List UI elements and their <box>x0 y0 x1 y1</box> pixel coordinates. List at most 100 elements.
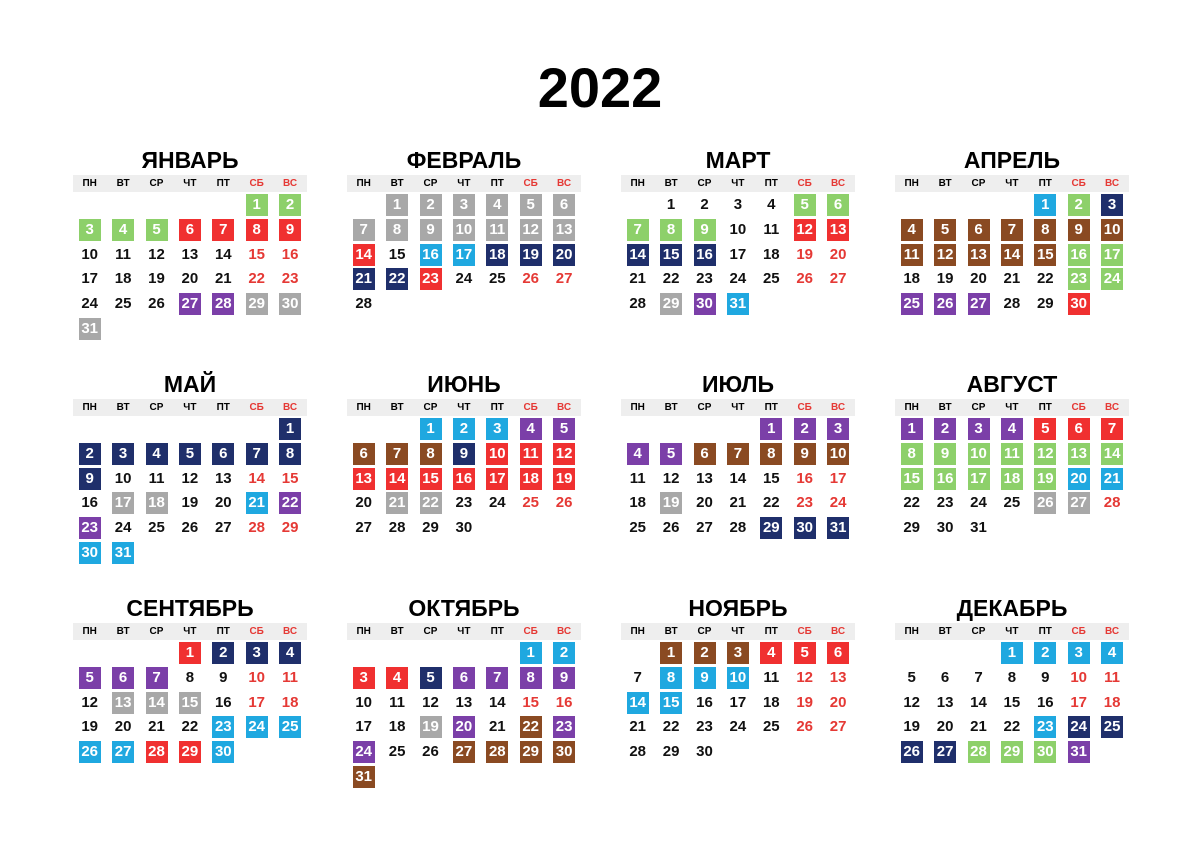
weekday-label: ВТ <box>390 178 404 189</box>
day-cell: 3 <box>78 218 101 241</box>
day-cell: 25 <box>762 270 780 288</box>
weekday-label: ПТ <box>1038 402 1052 413</box>
day-cell: 4 <box>279 642 302 664</box>
day-cell: 18 <box>1103 693 1121 711</box>
weekday-label: СБ <box>1071 626 1086 637</box>
day-cell: 6 <box>352 442 375 465</box>
day-cell: 24 <box>1101 268 1124 291</box>
days-grid: 1 2 3 4 5 6 7 8 9 10 11 12 13 14 15 16 17 18 19 20 21 22 23 24 2… <box>621 642 855 792</box>
day-cell: 21 <box>1003 270 1021 288</box>
day-cell: 24 <box>245 716 268 739</box>
weekday-label: СР <box>149 402 164 413</box>
day-cell: 27 <box>1067 492 1090 515</box>
day-cell: 21 <box>386 492 409 515</box>
day-cell: 28 <box>212 293 235 316</box>
weekday-label: СР <box>971 402 986 413</box>
weekday-label: СР <box>697 178 712 189</box>
day-cell: 28 <box>145 741 168 764</box>
day-cell: 6 <box>967 218 990 241</box>
day-cell: 6 <box>1067 418 1090 440</box>
day-cell: 19 <box>519 243 542 266</box>
day-cell: 5 <box>519 194 542 216</box>
day-cell: 17 <box>486 467 509 490</box>
day-cell: 17 <box>248 693 266 711</box>
day-cell: 8 <box>185 668 195 686</box>
day-cell: 24 <box>729 718 747 736</box>
day-cell: 13 <box>827 218 850 241</box>
day-cell: 6 <box>212 442 235 465</box>
day-cell: 4 <box>486 194 509 216</box>
day-cell: 17 <box>829 469 847 487</box>
day-cell: 30 <box>936 519 954 537</box>
day-cell: 5 <box>934 218 957 241</box>
day-cell: 12 <box>422 693 439 711</box>
day-cell: 10 <box>355 693 373 711</box>
day-cell: 16 <box>934 467 957 490</box>
day-cell: 16 <box>81 494 99 512</box>
day-cell: 11 <box>486 218 509 241</box>
weekday-label: ПН <box>82 626 97 637</box>
day-cell: 11 <box>763 668 780 686</box>
day-cell: 22 <box>662 718 680 736</box>
day-cell: 14 <box>626 243 649 266</box>
day-cell: 7 <box>974 668 983 686</box>
day-cell: 6 <box>553 194 576 216</box>
day-cell: 19 <box>81 718 99 736</box>
weekday-label: ВС <box>1105 402 1120 413</box>
day-cell: 12 <box>793 218 816 241</box>
day-cell: 2 <box>78 442 101 465</box>
day-cell: 5 <box>793 642 816 664</box>
day-cell: 12 <box>662 469 680 487</box>
weekday-label: СР <box>423 178 438 189</box>
day-cell: 2 <box>1067 194 1090 216</box>
month-name: АПРЕЛЬ <box>963 147 1061 173</box>
day-cell: 27 <box>829 270 847 288</box>
day-cell: 15 <box>762 469 780 487</box>
day-cell: 17 <box>1101 243 1124 266</box>
day-cell: 30 <box>455 519 473 537</box>
weekday-label: ВС <box>831 402 846 413</box>
weekday-label: ПТ <box>1038 178 1052 189</box>
day-cell: 9 <box>219 668 228 686</box>
month-name: СЕНТЯБРЬ <box>126 595 254 621</box>
day-cell: 23 <box>419 268 442 291</box>
day-cell: 5 <box>419 666 442 689</box>
weekday-label: ЧТ <box>731 402 745 413</box>
day-cell: 6 <box>112 666 135 689</box>
day-cell: 16 <box>281 245 299 263</box>
weekday-label: СБ <box>249 178 264 189</box>
day-cell: 5 <box>907 668 916 686</box>
day-cell: 28 <box>486 741 509 764</box>
day-cell: 16 <box>452 467 475 490</box>
day-cell: 26 <box>1034 492 1057 515</box>
days-grid: 1 2 3 4 5 6 7 8 9 10 11 12 13 14 15 16 17 18 19 20 21 22 23 24 2… <box>895 418 1129 568</box>
day-cell: 27 <box>934 741 957 764</box>
day-cell: 24 <box>114 519 132 537</box>
day-cell: 11 <box>115 245 132 263</box>
day-cell: 8 <box>1034 218 1057 241</box>
day-cell: 13 <box>553 218 576 241</box>
day-cell: 25 <box>388 743 406 761</box>
weekday-label: ЧТ <box>183 626 197 637</box>
day-cell: 29 <box>245 293 268 316</box>
weekday-label: ПТ <box>764 178 778 189</box>
day-cell: 18 <box>486 243 509 266</box>
day-cell: 8 <box>1007 668 1017 686</box>
weekday-header: ПН ВТ СР ЧТ ПТ СБ ВС <box>73 175 307 192</box>
year-title: 2022 <box>537 56 663 119</box>
day-cell: 4 <box>900 218 923 241</box>
day-cell: 30 <box>693 293 716 316</box>
day-cell: 15 <box>660 243 683 266</box>
day-cell: 2 <box>452 418 475 440</box>
weekday-label: ПН <box>630 178 645 189</box>
day-cell: 27 <box>555 270 573 288</box>
day-cell: 22 <box>662 270 680 288</box>
day-cell: 10 <box>452 218 475 241</box>
day-cell: 16 <box>693 243 716 266</box>
day-cell: 23 <box>696 270 713 288</box>
month-name: ДЕКАБРЬ <box>956 595 1068 621</box>
day-cell: 1 <box>519 642 542 664</box>
day-cell: 10 <box>1070 668 1088 686</box>
day-cell: 14 <box>248 469 266 487</box>
day-cell: 13 <box>455 693 473 711</box>
